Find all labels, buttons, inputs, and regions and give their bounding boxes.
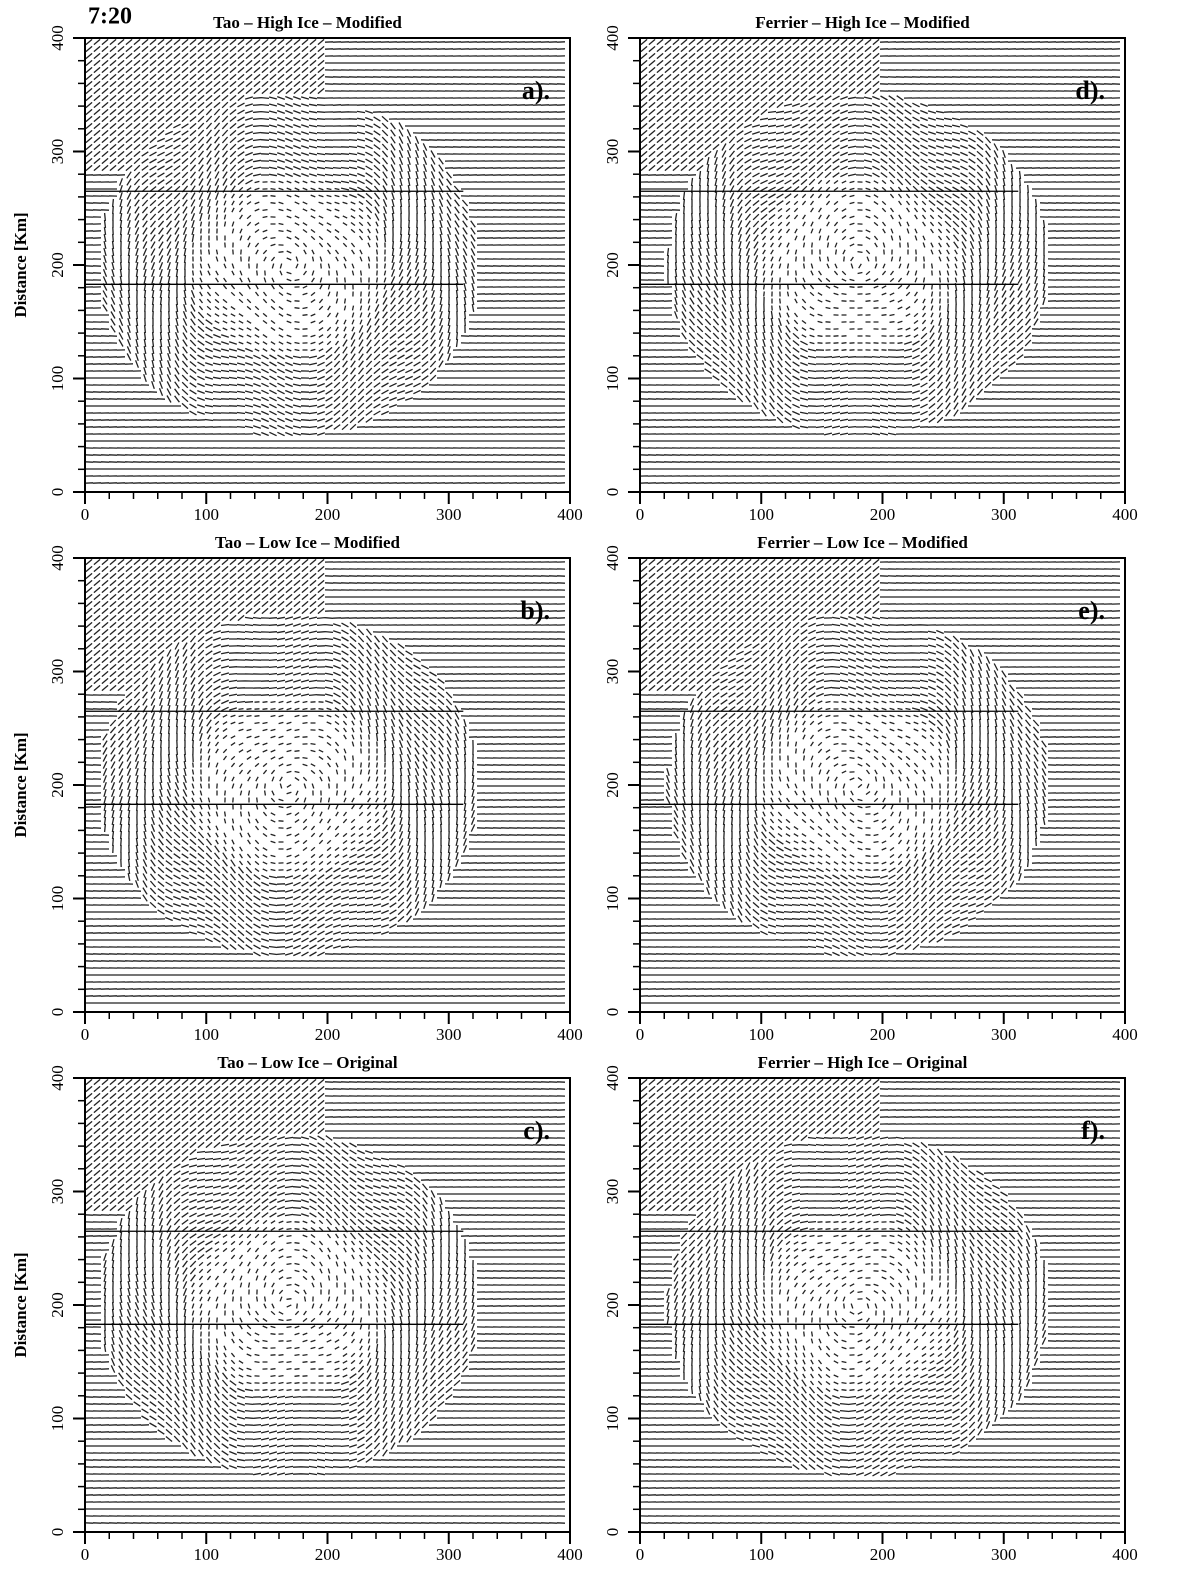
x-tick-label: 100: [194, 1545, 220, 1564]
y-tick-label: 200: [603, 252, 622, 278]
x-tick-label: 200: [870, 505, 896, 524]
y-tick-label: 0: [603, 1008, 622, 1017]
panel-tag: f).: [1081, 1116, 1105, 1145]
y-axis-label: Distance [Km]: [11, 212, 30, 317]
x-tick-label: 100: [194, 505, 220, 524]
plot-frame: [84, 557, 571, 1013]
y-tick-label: 0: [603, 488, 622, 497]
x-tick-label: 0: [636, 1545, 645, 1564]
time-label: 7:20: [88, 4, 132, 30]
x-tick-label: 300: [991, 505, 1017, 524]
y-tick-label: 400: [603, 545, 622, 571]
vector-field: [639, 1078, 1121, 1524]
x-tick-label: 300: [436, 1545, 462, 1564]
panel-title: Ferrier – High Ice – Modified: [755, 13, 970, 32]
y-tick-label: 100: [48, 886, 67, 912]
x-tick-label: 400: [557, 1545, 583, 1564]
x-tick-label: 200: [315, 505, 341, 524]
y-tick-label: 400: [603, 25, 622, 51]
y-tick-label: 100: [603, 1406, 622, 1432]
y-tick-label: 300: [48, 659, 67, 685]
x-tick-label: 0: [636, 505, 645, 524]
x-tick-label: 200: [315, 1025, 341, 1044]
vector-field: [639, 38, 1121, 484]
y-tick-label: 100: [48, 366, 67, 392]
x-tick-label: 400: [1112, 505, 1138, 524]
x-tick-label: 300: [436, 1025, 462, 1044]
x-tick-label: 200: [870, 1545, 896, 1564]
x-tick-label: 0: [636, 1025, 645, 1044]
y-tick-label: 200: [603, 1292, 622, 1318]
panel-title: Ferrier – Low Ice – Modified: [757, 533, 968, 552]
y-axis-label: Distance [Km]: [11, 732, 30, 837]
vector-field: [84, 1078, 566, 1524]
vector-field: [639, 558, 1121, 1004]
panel-title: Tao – Low Ice – Modified: [215, 533, 401, 552]
x-tick-label: 300: [991, 1025, 1017, 1044]
x-tick-label: 100: [194, 1025, 220, 1044]
y-tick-label: 200: [48, 1292, 67, 1318]
x-tick-label: 200: [870, 1025, 896, 1044]
x-tick-label: 400: [1112, 1545, 1138, 1564]
panel-tag: e).: [1078, 596, 1105, 625]
vector-field: [84, 38, 566, 484]
x-tick-label: 300: [991, 1545, 1017, 1564]
y-tick-label: 0: [48, 488, 67, 497]
plot-frame: [84, 37, 571, 493]
x-tick-label: 100: [749, 1025, 775, 1044]
plot-frame: [639, 1077, 1126, 1533]
panel-tag: a).: [522, 76, 550, 105]
panel-tag: d).: [1075, 76, 1105, 105]
y-tick-label: 300: [48, 139, 67, 165]
x-tick-label: 100: [749, 1545, 775, 1564]
plot-frame: [639, 557, 1126, 1013]
vector-field: [84, 558, 566, 1004]
panel-tag: b).: [520, 596, 550, 625]
x-tick-label: 200: [315, 1545, 341, 1564]
y-tick-label: 200: [603, 772, 622, 798]
y-tick-label: 300: [48, 1179, 67, 1205]
y-tick-label: 400: [48, 1065, 67, 1091]
y-tick-label: 200: [48, 772, 67, 798]
panel-title: Tao – Low Ice – Original: [217, 1053, 398, 1072]
y-tick-label: 100: [48, 1406, 67, 1432]
panel-tag: c).: [523, 1116, 550, 1145]
y-tick-label: 0: [48, 1008, 67, 1017]
y-tick-label: 100: [603, 366, 622, 392]
x-tick-label: 0: [81, 1545, 90, 1564]
y-tick-label: 300: [603, 1179, 622, 1205]
panel-title: Tao – High Ice – Modified: [213, 13, 402, 32]
x-tick-label: 0: [81, 505, 90, 524]
y-axis-label: Distance [Km]: [11, 1252, 30, 1357]
plot-frame: [84, 1077, 571, 1533]
y-tick-label: 300: [603, 659, 622, 685]
y-tick-label: 100: [603, 886, 622, 912]
y-tick-label: 400: [603, 1065, 622, 1091]
x-tick-label: 100: [749, 505, 775, 524]
y-tick-label: 200: [48, 252, 67, 278]
x-tick-label: 400: [557, 505, 583, 524]
x-tick-label: 0: [81, 1025, 90, 1044]
y-tick-label: 300: [603, 139, 622, 165]
plot-frame: [639, 37, 1126, 493]
x-tick-label: 400: [557, 1025, 583, 1044]
y-tick-label: 400: [48, 25, 67, 51]
x-tick-label: 400: [1112, 1025, 1138, 1044]
y-tick-label: 0: [48, 1528, 67, 1537]
panel-title: Ferrier – High Ice – Original: [758, 1053, 968, 1072]
x-tick-label: 300: [436, 505, 462, 524]
y-tick-label: 400: [48, 545, 67, 571]
y-tick-label: 0: [603, 1528, 622, 1537]
